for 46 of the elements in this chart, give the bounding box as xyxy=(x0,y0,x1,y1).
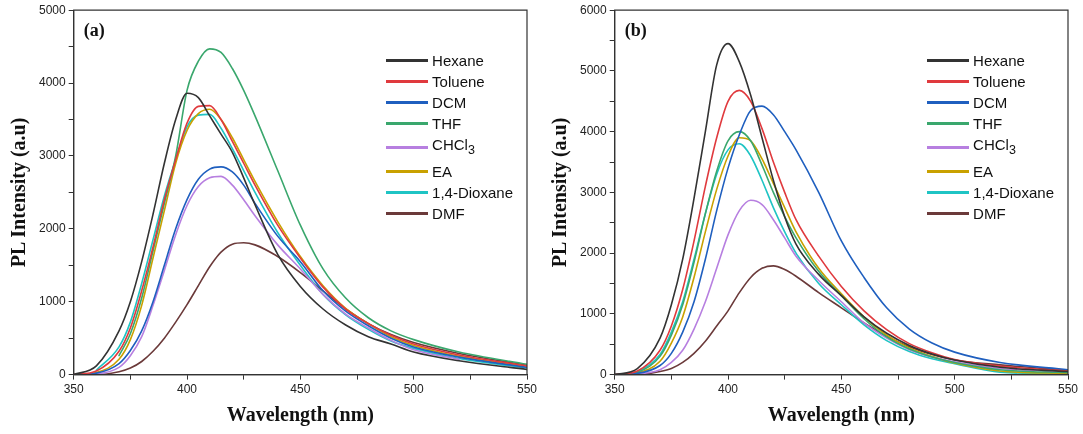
legend-label: EA xyxy=(973,162,994,183)
y-tick-label: 2000 xyxy=(38,221,67,236)
x-axis-title: Wavelength (nm) xyxy=(226,403,374,427)
annotation: (a) xyxy=(83,19,105,41)
legend-label: CHCl$_{3}$ xyxy=(432,135,475,160)
x-tick-label: 450 xyxy=(831,382,852,397)
y-tick-label: 4000 xyxy=(579,123,608,138)
legend-label: Hexane xyxy=(973,51,1025,72)
legend-label: Toluene xyxy=(432,72,485,93)
y-tick-label: 1000 xyxy=(579,306,608,321)
y-tick-label: 0 xyxy=(600,366,608,381)
line-series xyxy=(118,48,527,366)
x-tick-label: 450 xyxy=(290,382,311,397)
legend-label: DMF xyxy=(432,204,465,225)
x-tick-label: 550 xyxy=(1057,382,1079,397)
legend-label: DMF xyxy=(973,204,1006,225)
x-tick-label: 400 xyxy=(718,382,739,397)
legend-label: DCM xyxy=(432,93,467,114)
y-tick-label: 4000 xyxy=(38,75,67,90)
annotation: (b) xyxy=(624,19,647,41)
x-axis-title: Wavelength (nm) xyxy=(767,403,915,427)
legend-label: Toluene xyxy=(973,72,1026,93)
legend-label: CHCl$_{3}$ xyxy=(973,135,1016,160)
y-tick-label: 0 xyxy=(59,366,67,381)
y-tick-label: 3000 xyxy=(579,184,608,199)
y-tick-label: 6000 xyxy=(579,2,608,17)
legend-label: 1,4-Dioxane xyxy=(432,183,513,204)
y-tick-label: 1000 xyxy=(38,294,67,309)
legend-label: EA xyxy=(432,162,453,183)
legend-label: THF xyxy=(973,114,1003,135)
x-tick-label: 350 xyxy=(63,382,85,397)
x-tick-label: 350 xyxy=(604,382,626,397)
x-tick-label: 400 xyxy=(177,382,198,397)
y-axis-title: PL Intensity (a.u) xyxy=(548,117,572,268)
y-axis-title: PL Intensity (a.u) xyxy=(7,117,31,268)
y-tick-label: 3000 xyxy=(38,148,67,163)
legend-label: Hexane xyxy=(432,51,484,72)
y-tick-label: 5000 xyxy=(38,2,67,17)
y-tick-label: 2000 xyxy=(579,245,608,260)
x-tick-label: 550 xyxy=(516,382,538,397)
legend-label: 1,4-Dioxane xyxy=(973,183,1054,204)
x-tick-label: 500 xyxy=(944,382,966,397)
y-tick-label: 5000 xyxy=(579,63,608,78)
x-tick-label: 500 xyxy=(403,382,425,397)
legend-label: DCM xyxy=(973,93,1008,114)
legend-label: THF xyxy=(432,114,462,135)
